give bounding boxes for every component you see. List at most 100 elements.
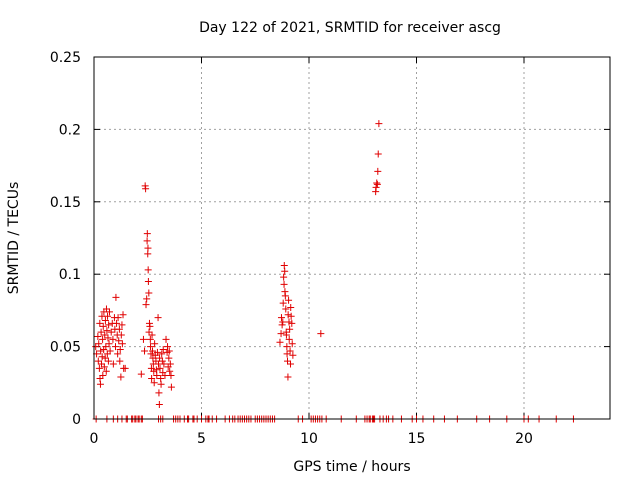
data-point: [159, 345, 167, 353]
data-point: [104, 357, 112, 365]
data-point: [101, 317, 109, 325]
data-point: [145, 289, 153, 297]
data-point: [167, 372, 175, 380]
data-point: [375, 120, 383, 128]
data-point: [142, 301, 150, 309]
data-point: [277, 314, 285, 322]
data-point: [116, 357, 124, 365]
data-point: [145, 328, 153, 336]
data-point: [116, 345, 124, 353]
data-point: [118, 321, 126, 329]
data-point: [284, 357, 291, 365]
data-point: [92, 343, 100, 351]
data-point: [166, 367, 174, 375]
data-point: [372, 183, 380, 191]
y-tick-label: 0.25: [50, 50, 81, 66]
data-point: [101, 331, 109, 339]
data-point: [285, 335, 293, 343]
data-point: [95, 340, 103, 348]
data-point: [374, 167, 382, 175]
data-point: [158, 357, 166, 365]
data-point: [151, 340, 159, 348]
data-point: [286, 325, 294, 333]
data-point: [153, 372, 161, 380]
data-point: [286, 347, 294, 355]
data-point: [112, 293, 120, 301]
data-point: [139, 335, 147, 343]
y-tick-label: 0.05: [50, 340, 81, 356]
data-point: [99, 335, 107, 343]
data-point: [158, 350, 166, 358]
data-point: [105, 308, 113, 316]
data-point: [150, 379, 158, 387]
y-tick-label: 0.1: [59, 267, 81, 283]
data-point: [317, 330, 325, 338]
data-point: [282, 305, 290, 313]
data-point: [143, 230, 151, 238]
x-tick-label: 20: [515, 431, 533, 447]
data-point: [166, 360, 174, 368]
data-point: [288, 319, 296, 327]
data-point: [96, 319, 104, 327]
data-point: [280, 280, 288, 288]
data-point: [115, 337, 123, 345]
data-point: [278, 321, 286, 329]
data-point: [113, 319, 121, 327]
data-point: [373, 179, 381, 187]
data-point: [284, 373, 292, 381]
data-point: [153, 348, 161, 356]
data-point: [279, 318, 287, 326]
data-point: [114, 350, 122, 358]
data-point: [117, 331, 125, 339]
x-tick-labels: 0 5 10 15 20: [90, 431, 533, 447]
plot-frame: [93, 56, 611, 420]
data-point: [107, 328, 115, 336]
data-point: [144, 266, 152, 274]
data-point: [281, 267, 289, 275]
data-point: [144, 277, 152, 285]
x-tick-label: 5: [197, 431, 206, 447]
data-point: [147, 350, 155, 358]
data-points: [92, 120, 577, 423]
data-point: [167, 383, 175, 391]
data-point: [283, 343, 291, 351]
data-point: [95, 364, 103, 372]
data-point: [115, 325, 123, 333]
data-point: [143, 237, 151, 245]
grid-lines: [94, 57, 610, 419]
data-point: [282, 331, 290, 339]
data-point: [117, 373, 125, 381]
data-point: [276, 338, 284, 346]
data-point: [103, 327, 111, 335]
data-point: [165, 347, 173, 355]
y-tick-labels: 0 0.05 0.1 0.15 0.2 0.25: [50, 50, 81, 428]
data-point: [146, 322, 154, 330]
data-point: [101, 354, 109, 362]
data-point: [288, 340, 296, 348]
data-point: [141, 347, 149, 355]
data-point: [118, 340, 126, 348]
data-point: [373, 180, 381, 188]
data-point: [94, 357, 102, 365]
data-point: [105, 321, 113, 329]
axis-ticks: [93, 56, 610, 420]
data-point: [99, 372, 107, 380]
data-point: [287, 360, 295, 368]
data-point: [100, 363, 108, 371]
data-point: [97, 328, 105, 336]
y-tick-label: 0.15: [50, 195, 81, 211]
data-point: [148, 331, 156, 339]
data-point: [112, 343, 119, 351]
data-point: [287, 304, 295, 312]
data-point: [148, 347, 156, 355]
data-point: [102, 367, 110, 375]
x-tick-label: 0: [90, 431, 99, 447]
data-point: [143, 295, 151, 303]
data-point: [160, 360, 168, 368]
data-point: [287, 312, 295, 320]
data-point: [109, 335, 117, 343]
x-axis-label: GPS time / hours: [293, 459, 410, 475]
y-tick-label: 0: [72, 412, 81, 428]
